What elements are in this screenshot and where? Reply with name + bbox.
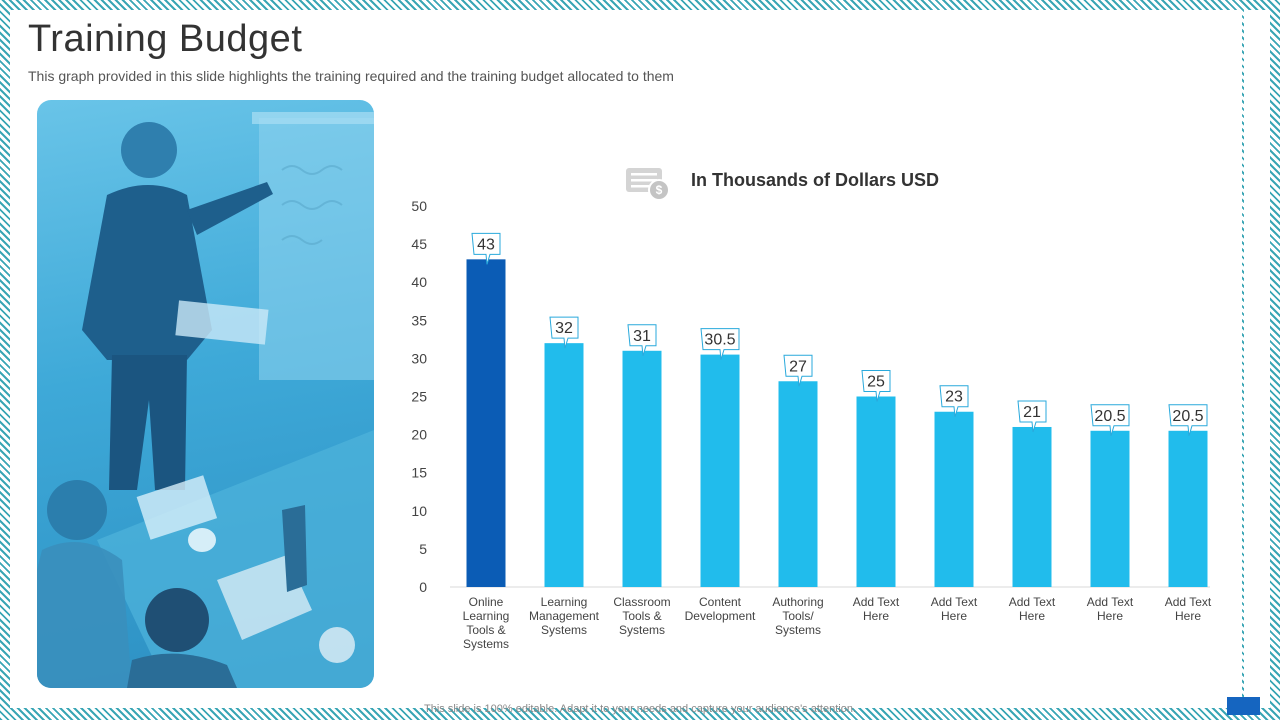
data-label: 21 [1023, 404, 1041, 421]
x-tick-label: Classroom [613, 595, 670, 609]
data-label-callout: 31 [627, 324, 657, 356]
data-label: 23 [945, 389, 963, 406]
bar [856, 396, 896, 587]
data-label: 20.5 [1172, 408, 1203, 425]
bar [934, 411, 974, 587]
bar [544, 343, 584, 587]
x-tick-label: Systems [541, 623, 587, 637]
bar [700, 354, 740, 587]
y-tick-label: 5 [419, 541, 427, 557]
x-tick-label: Systems [619, 623, 665, 637]
svg-text:$: $ [656, 183, 663, 197]
x-tick-label: Tools & [622, 609, 661, 623]
x-tick-label: Here [941, 609, 967, 623]
x-tick-label: Content [699, 595, 742, 609]
data-label-callout: 20.5 [1090, 404, 1130, 436]
data-label-callout: 21 [1017, 400, 1047, 433]
y-tick-label: 20 [411, 427, 427, 443]
x-tick-label: Here [1097, 609, 1123, 623]
data-label-callout: 23 [939, 385, 969, 417]
x-tick-label: Systems [463, 637, 509, 651]
data-label: 30.5 [704, 332, 735, 349]
data-label: 43 [477, 236, 495, 253]
corner-accent [1227, 697, 1260, 715]
x-tick-label: Add Text [853, 595, 900, 609]
x-tick-label: Add Text [1009, 595, 1056, 609]
bar-chart: $ In Thousands of Dollars USD 0 5 10 15 20 25… [411, 168, 1212, 651]
x-tick-label: Learning [463, 609, 510, 623]
data-label-callout: 27 [783, 354, 813, 387]
data-label: 27 [789, 358, 807, 375]
x-tick-label: Here [863, 609, 889, 623]
y-tick-label: 45 [411, 236, 427, 252]
x-tick-label: Tools/ [782, 609, 814, 623]
x-tick-label: Systems [775, 623, 821, 637]
money-document-icon: $ [626, 168, 670, 201]
page-title: Training Budget [28, 18, 303, 60]
page-subtitle: This graph provided in this slide highli… [28, 68, 674, 84]
data-label-callout: 25 [861, 370, 891, 402]
data-label: 25 [867, 374, 885, 391]
y-tick-label: 35 [411, 312, 427, 328]
bar [1090, 430, 1130, 587]
x-tick-label: Development [685, 609, 756, 623]
x-tick-label: Authoring [772, 595, 823, 609]
y-tick-label: 0 [419, 579, 427, 595]
bar [778, 381, 818, 587]
x-tick-label: Learning [541, 595, 588, 609]
meeting-photo [37, 100, 374, 688]
data-label-callout: 30.5 [700, 328, 740, 360]
data-label: 20.5 [1094, 408, 1125, 425]
x-tick-label: Tools & [466, 623, 505, 637]
y-tick-label: 15 [411, 465, 427, 481]
x-tick-label: Online [469, 595, 504, 609]
y-tick-label: 40 [411, 274, 427, 290]
x-tick-label: Here [1019, 609, 1045, 623]
footer-note: This slide is 100% editable. Adapt it to… [424, 703, 856, 715]
x-tick-label: Add Text [931, 595, 978, 609]
data-label: 31 [633, 328, 651, 345]
bar [1012, 426, 1052, 587]
y-tick-label: 50 [411, 198, 427, 214]
slide: Training Budget This graph provided in t… [10, 10, 1242, 708]
data-label-callout: 43 [471, 232, 501, 265]
bar [1168, 430, 1208, 587]
data-label: 32 [555, 320, 573, 337]
y-tick-label: 25 [411, 389, 427, 405]
x-tick-label: Management [529, 609, 600, 623]
y-tick-label: 10 [411, 503, 427, 519]
data-label-callout: 32 [549, 316, 579, 349]
bar [466, 259, 506, 587]
y-tick-label: 30 [411, 350, 427, 366]
x-tick-label: Here [1175, 609, 1201, 623]
x-tick-label: Add Text [1165, 595, 1212, 609]
x-tick-label: Add Text [1087, 595, 1134, 609]
bar [622, 350, 662, 587]
data-label-callout: 20.5 [1168, 404, 1208, 436]
right-margin-strip [1244, 10, 1270, 708]
chart-title: In Thousands of Dollars USD [691, 170, 939, 190]
